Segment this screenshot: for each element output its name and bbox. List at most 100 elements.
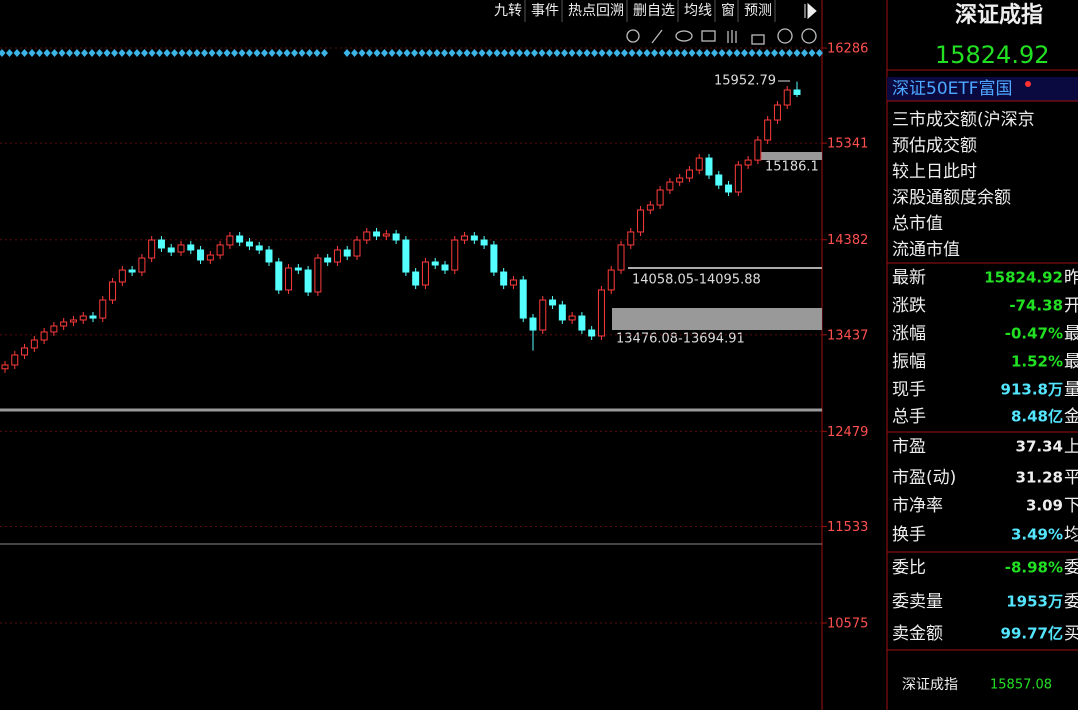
signal-marker	[711, 49, 718, 57]
candle-body	[373, 231, 381, 237]
candle-body	[744, 159, 752, 166]
row-next-label: 上	[1064, 437, 1078, 457]
y-tick-label: 13437	[827, 328, 868, 343]
candle-body	[21, 347, 29, 356]
signal-marker	[403, 49, 411, 57]
signal-marker	[703, 49, 711, 57]
candle-body	[666, 181, 674, 191]
signal-marker	[411, 49, 418, 57]
icon[interactable]	[675, 30, 693, 42]
toolbar-arrow[interactable]	[804, 2, 817, 20]
signal-marker	[576, 49, 583, 57]
signal-marker	[816, 49, 823, 57]
candle-body	[11, 354, 19, 366]
signal-marker	[426, 49, 433, 57]
row-next-label: 量	[1064, 380, 1078, 400]
signal-marker	[283, 49, 291, 57]
signal-marker	[741, 49, 748, 57]
toolbar-button[interactable]: 九转	[494, 3, 522, 19]
signal-marker	[156, 49, 163, 57]
signal-marker	[553, 49, 561, 57]
footer-name: 深证成指	[902, 677, 958, 693]
row-next-label: 下	[1064, 496, 1078, 516]
candle-body	[363, 231, 371, 241]
gap-zone	[612, 308, 822, 330]
row-value: 3.09	[1026, 497, 1063, 515]
signal-marker	[801, 49, 808, 57]
toolbar-button[interactable]: 窗	[721, 2, 735, 19]
candle-body	[431, 261, 439, 266]
candle-body	[734, 164, 742, 193]
candle-body	[627, 231, 635, 246]
candle-body	[69, 319, 77, 323]
candle-body	[705, 157, 713, 176]
row-label: 换手	[892, 525, 926, 545]
signal-marker	[748, 49, 756, 57]
signal-marker	[456, 49, 463, 57]
signal-marker	[598, 49, 606, 57]
candle-body	[519, 279, 527, 319]
signal-marker	[118, 49, 126, 57]
signal-marker	[96, 49, 103, 57]
candle-body	[304, 269, 312, 293]
icon[interactable]	[701, 30, 716, 42]
row-label: 卖金额	[892, 624, 943, 644]
fund-name[interactable]: 深证50ETF富国	[892, 79, 1013, 99]
toolbar-button[interactable]: 热点回溯	[568, 3, 624, 19]
toolbar-button[interactable]: 预测	[744, 3, 772, 19]
icon[interactable]	[626, 29, 640, 43]
signal-marker	[568, 49, 576, 57]
candle-body	[500, 271, 508, 286]
signal-marker	[546, 49, 553, 57]
candle-body	[206, 254, 214, 261]
row-next-label: 开	[1064, 296, 1078, 316]
signal-marker	[613, 49, 621, 57]
candle-body	[412, 271, 420, 286]
candle-body	[578, 315, 586, 331]
candle-body	[695, 157, 703, 171]
info-label: 较上日此时	[892, 162, 977, 182]
icon[interactable]	[801, 28, 817, 44]
quote-price: 15824.92	[935, 41, 1050, 69]
candle-body	[597, 289, 605, 337]
signal-marker	[478, 49, 486, 57]
signal-marker	[486, 49, 493, 57]
candle-body	[773, 104, 781, 121]
candle-body	[441, 264, 449, 271]
signal-marker	[778, 49, 786, 57]
row-next-label: 均	[1064, 525, 1078, 545]
toolbar-button[interactable]: 删自选	[633, 3, 675, 19]
y-tick-label: 16286	[827, 42, 868, 57]
candle-body	[793, 89, 801, 95]
signal-marker	[21, 49, 28, 57]
signal-marker	[163, 49, 171, 57]
row-value: 15824.92	[984, 269, 1063, 287]
signal-marker	[756, 49, 763, 57]
signal-marker	[673, 49, 681, 57]
signal-marker	[763, 49, 771, 57]
candle-body	[715, 174, 723, 186]
row-label: 总手	[892, 407, 926, 427]
toolbar-button[interactable]: 均线	[684, 3, 712, 19]
signal-marker	[666, 49, 673, 57]
signal-marker	[793, 49, 801, 57]
icon[interactable]	[651, 29, 663, 44]
signal-marker	[591, 49, 598, 57]
row-value: 31.28	[1016, 469, 1063, 487]
icon[interactable]	[751, 34, 765, 45]
icon[interactable]	[777, 28, 793, 44]
toolbar-button[interactable]: 事件	[531, 3, 559, 19]
signal-marker	[103, 49, 111, 57]
signal-marker	[636, 49, 643, 57]
candle-body	[451, 239, 459, 271]
gap-zone	[760, 152, 822, 160]
candle-body	[470, 235, 478, 241]
signal-marker	[433, 49, 441, 57]
row-label: 振幅	[892, 352, 926, 372]
signal-marker	[396, 49, 403, 57]
candle-body	[79, 315, 87, 321]
signal-marker	[621, 49, 628, 57]
candle-body	[725, 184, 733, 193]
candle-body	[167, 247, 175, 253]
icon[interactable]	[727, 30, 737, 43]
